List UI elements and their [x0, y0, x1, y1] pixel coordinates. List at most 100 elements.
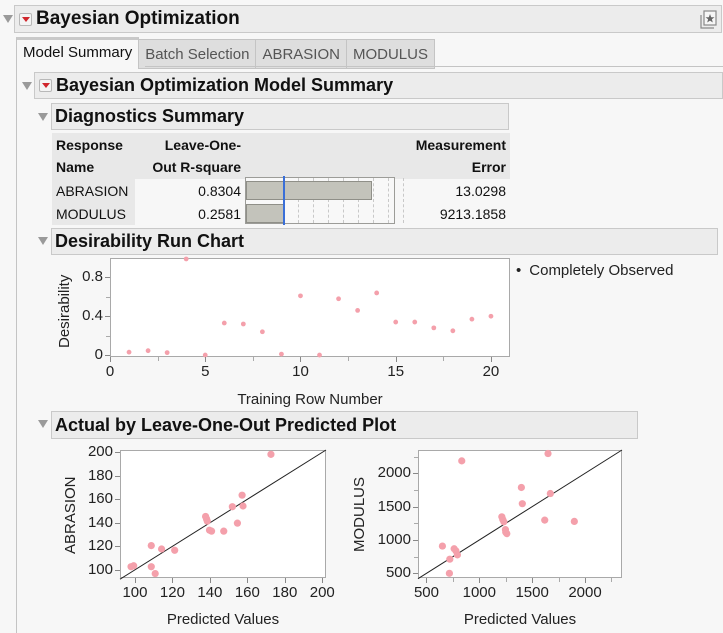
diagnostics-title: Diagnostics Summary — [55, 106, 245, 126]
data-point — [207, 527, 216, 535]
data-point — [164, 350, 170, 356]
outline-disclosure-icon[interactable] — [3, 15, 13, 23]
data-point — [541, 516, 549, 524]
data-point — [147, 541, 155, 550]
response-name: ABRASION — [52, 179, 135, 202]
data-point — [518, 500, 526, 508]
y-tick-label: 120 — [87, 537, 113, 555]
data-point — [202, 352, 208, 358]
gridline — [403, 178, 404, 223]
tab-abrasion[interactable]: ABRASION — [256, 39, 347, 69]
model-summary-title: Bayesian Optimization Model Summary — [56, 75, 394, 95]
x-tick-label: 5 — [201, 363, 210, 380]
diagnostics-disclosure-icon[interactable] — [38, 113, 48, 121]
data-point — [238, 491, 246, 499]
run-chart-header: Desirability Run Chart — [51, 228, 718, 255]
y-tick — [115, 475, 120, 477]
loo-rsquare-value: 0.8304 — [198, 182, 241, 199]
x-tick-label: 120 — [159, 584, 185, 601]
plot-area[interactable] — [110, 256, 510, 358]
x-minor-tick — [157, 357, 159, 361]
x-minor-tick — [505, 578, 507, 582]
y-minor-tick — [106, 335, 110, 337]
measurement-error-value: 9213.1858 — [439, 205, 506, 222]
y-tick-label: 1000 — [377, 531, 411, 548]
x-tick — [585, 578, 586, 583]
y-tick — [413, 540, 418, 541]
report-header: Bayesian Optimization — [14, 5, 722, 33]
actual-pred-title: Actual by Leave-One-Out Predicted Plot — [55, 414, 397, 435]
y-tick-label: 0 — [94, 346, 103, 364]
col-loo-rsquare: Leave-One- Out R-square — [135, 133, 245, 179]
x-tick-label: 1000 — [462, 584, 496, 601]
data-point — [317, 352, 322, 358]
x-tick-label: 20 — [482, 363, 500, 380]
data-point — [183, 256, 189, 262]
x-minor-tick — [348, 357, 350, 361]
star-pin-icon[interactable] — [699, 9, 717, 29]
x-tick-label: 500 — [413, 584, 439, 601]
x-tick-label: 140 — [197, 584, 223, 601]
tab-model-summary[interactable]: Model Summary — [16, 37, 140, 69]
plot-area[interactable] — [119, 449, 327, 580]
y-tick — [413, 573, 418, 575]
data-point — [453, 551, 462, 559]
data-point — [233, 519, 242, 527]
y-tick-label: 0.8 — [82, 268, 103, 286]
x-axis-label: Predicted Values — [166, 611, 280, 628]
y-tick-label: 1500 — [377, 497, 411, 515]
x-axis-label: Predicted Values — [463, 611, 577, 628]
y-tick — [105, 277, 110, 279]
data-point — [500, 518, 508, 526]
data-point — [431, 325, 437, 331]
data-point — [544, 449, 552, 458]
data-point — [488, 313, 494, 319]
x-tick-label: 0 — [105, 363, 115, 380]
data-point — [298, 293, 303, 299]
col-response-name: Response Name — [52, 133, 135, 179]
tab-modulus[interactable]: MODULUS — [346, 39, 435, 69]
response-name: MODULUS — [52, 202, 135, 225]
y-tick — [115, 522, 120, 524]
y-tick — [115, 569, 120, 571]
data-point — [374, 290, 380, 296]
data-point — [157, 545, 166, 553]
y-tick-label: 180 — [87, 466, 113, 484]
y-axis-label: ABRASION — [62, 476, 79, 554]
tab-batch-selection[interactable]: Batch Selection — [139, 39, 257, 69]
y-minor-tick — [414, 556, 418, 558]
gridline — [298, 178, 299, 223]
x-tick-label: 2000 — [568, 584, 602, 601]
red-triangle-menu-icon[interactable] — [19, 12, 32, 26]
red-triangle-menu-icon[interactable] — [39, 79, 52, 92]
legend-completely-observed: • Completely Observed — [516, 262, 674, 279]
diagnostics-header: Diagnostics Summary — [51, 103, 509, 130]
x-tick — [479, 578, 481, 583]
data-point — [151, 569, 159, 578]
x-axis-label: Training Row Number — [237, 391, 383, 408]
gridline — [388, 178, 389, 223]
y-tick-label: 500 — [385, 564, 411, 582]
actual-pred-header: Actual by Leave-One-Out Predicted Plot — [51, 411, 638, 439]
data-point — [171, 546, 179, 554]
x-tick — [322, 578, 324, 583]
x-tick-label: 100 — [122, 584, 148, 601]
model-summary-disclosure-icon[interactable] — [22, 82, 32, 90]
run-chart-disclosure-icon[interactable] — [38, 237, 48, 245]
x-tick-label: 180 — [272, 584, 298, 601]
y-axis-label: MODULUS — [351, 476, 368, 552]
y-tick — [413, 473, 418, 475]
actual-pred-disclosure-icon[interactable] — [38, 420, 48, 428]
data-point — [220, 527, 228, 535]
x-tick-label: 15 — [387, 363, 405, 380]
data-point — [412, 319, 418, 325]
col-measurement-error: Measurement Error — [395, 133, 510, 179]
data-point — [203, 517, 211, 525]
plot-area[interactable] — [417, 449, 623, 580]
y-tick-label: 2000 — [377, 464, 411, 482]
gridline — [343, 178, 344, 223]
rsquare-bar — [246, 204, 285, 223]
y-tick — [413, 506, 418, 508]
y-tick-label: 0.4 — [82, 307, 103, 325]
x-tick — [110, 357, 111, 362]
